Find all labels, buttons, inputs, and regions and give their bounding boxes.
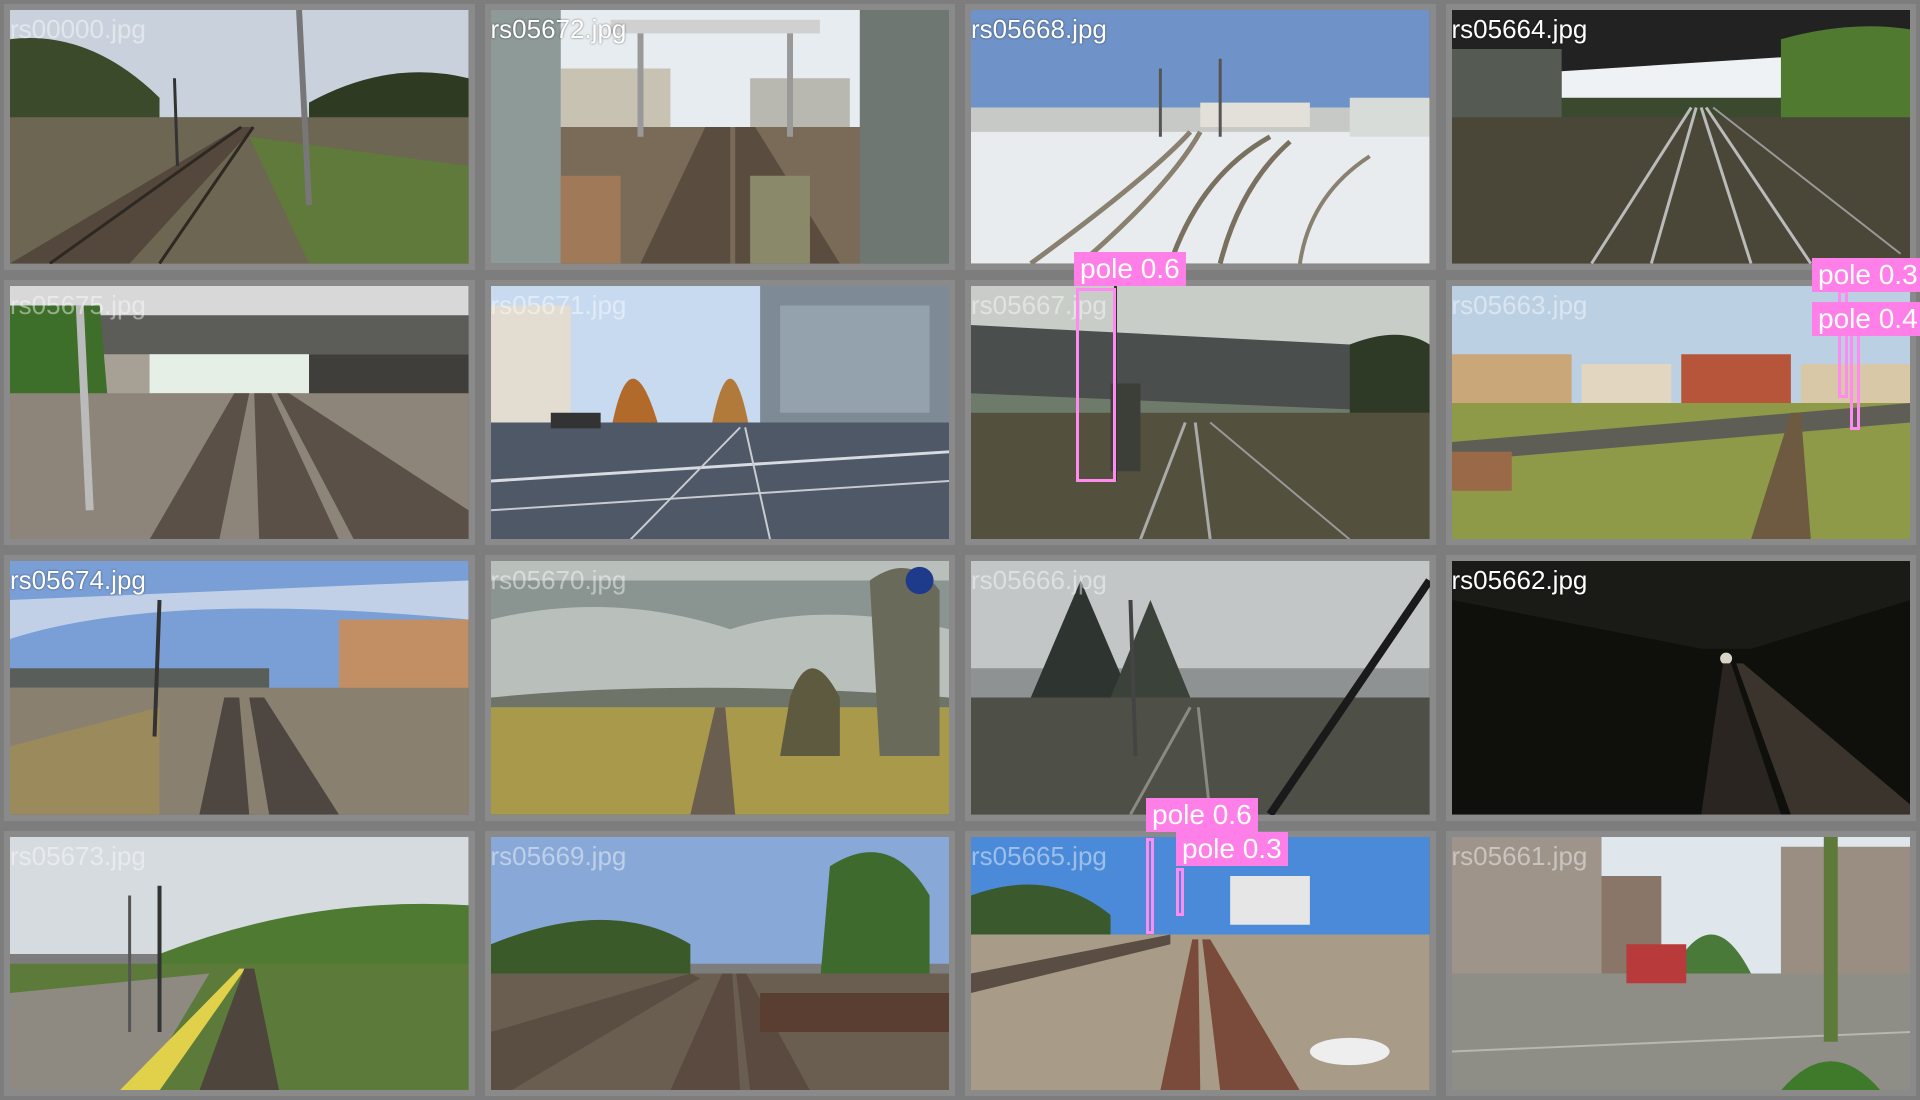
scene-image — [10, 10, 469, 264]
tile-rs05665: rs05665.jpg — [965, 830, 1436, 1096]
tile-rs05667: rs05667.jpg — [965, 279, 1436, 545]
tile-filename: rs05663.jpg — [1451, 289, 1588, 320]
scene-image — [1451, 561, 1910, 815]
tile-filename: rs05672.jpg — [490, 14, 627, 44]
tile-filename: rs05664.jpg — [1451, 14, 1588, 44]
detection-box-pole — [1076, 288, 1116, 482]
tile-rs05668: rs05668.jpg — [965, 4, 1436, 270]
detection-label: pole 0.3 — [1812, 258, 1920, 292]
scene-image — [10, 285, 469, 539]
scene-image — [971, 285, 1430, 539]
scene-image — [490, 561, 949, 815]
detection-label: pole 0.3 — [1176, 832, 1288, 866]
tile-rs05672: rs05672.jpg — [484, 4, 955, 270]
detection-label: pole 0.4 — [1812, 302, 1920, 336]
scene-image — [490, 285, 949, 539]
detection-box-pole — [1146, 838, 1154, 934]
scene-image — [1451, 10, 1910, 264]
detection-box-pole — [1850, 320, 1860, 430]
tile-filename: rs05665.jpg — [971, 840, 1107, 871]
tile-filename: rs05674.jpg — [10, 565, 146, 595]
tile-filename: rs05667.jpg — [971, 289, 1107, 320]
tile-filename: rs05670.jpg — [490, 565, 627, 595]
tile-rs05664: rs05664.jpg — [1445, 4, 1916, 270]
scene-image — [971, 10, 1430, 264]
tile-rs05661: rs05661.jpg — [1445, 830, 1916, 1096]
scene-image — [490, 836, 949, 1090]
scene-image — [1451, 836, 1910, 1090]
detection-label: pole 0.6 — [1074, 252, 1186, 286]
tile-filename: rs05668.jpg — [971, 14, 1107, 44]
detection-box-pole — [1176, 868, 1184, 916]
tile-filename: rs05669.jpg — [490, 840, 627, 871]
tile-rs05669: rs05669.jpg — [484, 830, 955, 1096]
tile-rs05663: rs05663.jpg — [1445, 279, 1916, 545]
tile-rs05673: rs05673.jpg — [4, 830, 475, 1096]
scene-image — [1451, 285, 1910, 539]
tile-filename: rs00000.jpg — [10, 14, 146, 44]
tile-filename: rs05666.jpg — [971, 565, 1107, 595]
tile-rs05662: rs05662.jpg — [1445, 555, 1916, 821]
tile-filename: rs05671.jpg — [490, 289, 627, 320]
tile-filename: rs05661.jpg — [1451, 840, 1588, 871]
scene-image — [971, 836, 1430, 1090]
detection-label: pole 0.6 — [1146, 798, 1258, 832]
scene-image — [10, 836, 469, 1090]
tile-rs05674: rs05674.jpg — [4, 555, 475, 821]
tile-filename: rs05673.jpg — [10, 840, 146, 871]
scene-image — [10, 561, 469, 815]
tile-rs05670: rs05670.jpg — [484, 555, 955, 821]
scene-image — [971, 561, 1430, 815]
tile-rs00000: rs00000.jpg — [4, 4, 475, 270]
scene-image — [490, 10, 949, 264]
tile-filename: rs05662.jpg — [1451, 565, 1588, 595]
tile-rs05666: rs05666.jpg — [965, 555, 1436, 821]
tile-rs05671: rs05671.jpg — [484, 279, 955, 545]
tile-rs05675: rs05675.jpg — [4, 279, 475, 545]
tile-filename: rs05675.jpg — [10, 289, 146, 320]
